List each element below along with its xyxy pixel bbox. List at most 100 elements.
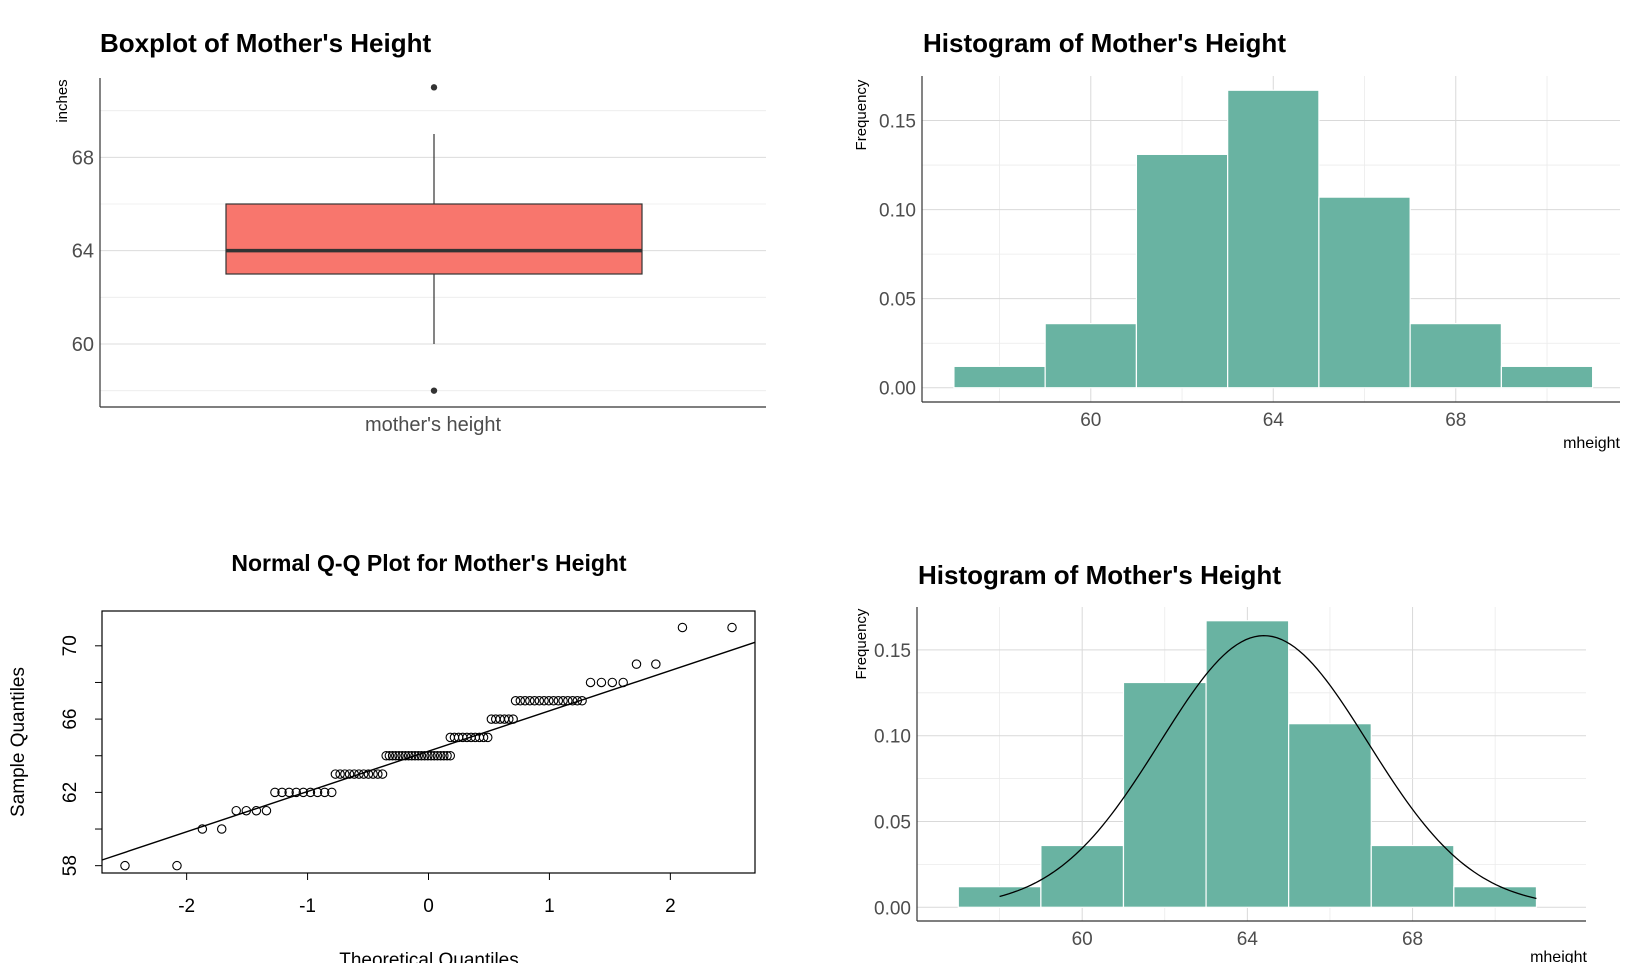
histogram-bottom-x-tick-label: 68 xyxy=(1402,929,1423,950)
qq-point xyxy=(391,750,401,761)
qq-point xyxy=(577,696,587,706)
qq-point xyxy=(607,677,618,688)
boxplot-y-tick-label: 64 xyxy=(72,241,94,263)
qq-point xyxy=(553,696,564,706)
qq-y-tick-label: 62 xyxy=(60,782,81,803)
qq-point xyxy=(312,787,323,798)
qq-point xyxy=(445,750,456,761)
qq-point xyxy=(319,787,330,798)
qq-point xyxy=(478,732,489,743)
qq-point xyxy=(344,769,355,779)
qq-y-tick-label: 58 xyxy=(60,855,81,876)
qq-point xyxy=(548,696,559,706)
qq-point xyxy=(284,787,294,798)
histogram-bottom-title: Histogram of Mother's Height xyxy=(918,560,1281,590)
histogram-bottom-x-tick-label: 64 xyxy=(1237,929,1259,950)
histogram-bottom-bar xyxy=(1122,681,1207,908)
qq-point xyxy=(231,805,241,816)
qq-point xyxy=(251,805,262,816)
qq-point xyxy=(277,787,287,798)
qq-y-tick-label: 70 xyxy=(60,635,81,656)
histogram-bottom-density-curve xyxy=(999,634,1537,900)
boxplot-y-tick-label: 60 xyxy=(72,334,94,356)
qq-point xyxy=(504,714,514,724)
qq-point xyxy=(631,659,642,669)
histogram-bottom-bar xyxy=(1370,844,1455,908)
histogram-top-y-tick-label: 0.00 xyxy=(879,379,916,400)
qq-point xyxy=(381,750,391,761)
qq-x-tick-label: -2 xyxy=(178,896,195,917)
qq-point xyxy=(387,750,398,761)
histogram-top-y-tick-label: 0.10 xyxy=(879,201,916,222)
qq-point xyxy=(216,824,227,834)
qq-point xyxy=(572,696,583,706)
qq-point xyxy=(363,769,374,779)
qq-point xyxy=(423,750,433,761)
histogram-top-bar xyxy=(1135,153,1229,389)
histogram-top-bar xyxy=(1409,323,1502,389)
qq-x-tick-label: 2 xyxy=(665,896,676,917)
qq-plot-frame xyxy=(101,610,756,874)
qq-point xyxy=(534,696,545,706)
qq-point xyxy=(403,750,414,761)
histogram-top-ticks: 60 64 68 0.00 0.05 0.10 0.15 xyxy=(879,112,1466,431)
qq-point xyxy=(368,769,378,779)
qq-point xyxy=(520,696,530,706)
histogram-top-bar xyxy=(953,365,1046,389)
boxplot-y-tick-label: 68 xyxy=(72,147,94,169)
histogram-top-x-axis-label: mheight xyxy=(1563,435,1620,452)
qq-point xyxy=(483,732,493,743)
qq-point xyxy=(377,769,388,779)
histogram-bottom-y-tick-label: 0.05 xyxy=(874,812,911,833)
boxplot-outlier-point xyxy=(430,84,438,91)
qq-point xyxy=(419,750,430,761)
boxplot-y-axis-label: inches xyxy=(54,79,71,122)
qq-point xyxy=(261,805,272,816)
qq-point xyxy=(439,750,449,761)
qq-point xyxy=(567,696,578,706)
qq-point xyxy=(596,677,607,688)
qq-point xyxy=(397,750,407,761)
qq-points xyxy=(120,622,737,871)
qq-point xyxy=(539,696,549,706)
histogram-top-panel: Histogram of Mother's Height Frequency m… xyxy=(853,28,1621,452)
density-curve-line xyxy=(999,634,1537,900)
histogram-bottom-panel: Histogram of Mother's Height Frequency m… xyxy=(853,560,1588,963)
qq-point xyxy=(305,787,316,798)
qq-point xyxy=(651,659,661,669)
boxplot-panel: Boxplot of Mother's Height inches 60 64 68… xyxy=(54,28,766,436)
qq-point xyxy=(563,696,573,706)
qq-point xyxy=(298,787,309,798)
boxplot-title: Boxplot of Mother's Height xyxy=(100,28,431,58)
qq-point xyxy=(120,860,130,871)
qq-point xyxy=(413,750,423,761)
histogram-top-x-tick-label: 64 xyxy=(1263,410,1285,431)
qq-point xyxy=(410,750,420,761)
qq-point xyxy=(340,769,350,779)
boxplot-marks xyxy=(225,84,643,394)
boxplot-y-ticks: 60 64 68 xyxy=(72,147,94,356)
qq-x-axis-label: Theoretical Quantiles xyxy=(339,950,519,963)
qq-x-tick-label: 0 xyxy=(423,896,434,917)
qq-point xyxy=(384,750,395,761)
qq-point xyxy=(429,750,439,761)
histogram-bottom-bar xyxy=(1453,886,1538,908)
boxplot-x-tick-label: mother's height xyxy=(365,414,502,436)
qq-point xyxy=(435,750,446,761)
boxplot-outlier-point xyxy=(430,387,438,394)
histogram-top-title: Histogram of Mother's Height xyxy=(923,28,1286,58)
histogram-bottom-y-tick-label: 0.00 xyxy=(874,898,911,919)
qq-point xyxy=(330,769,341,779)
histogram-top-bar xyxy=(1044,323,1138,389)
histogram-bottom-y-tick-label: 0.10 xyxy=(874,727,911,748)
qq-point xyxy=(349,769,360,779)
qq-point xyxy=(335,769,345,779)
qq-point xyxy=(544,696,554,706)
qq-point xyxy=(585,677,596,688)
histogram-top-bar xyxy=(1227,89,1320,389)
histogram-bottom-bar xyxy=(1205,620,1290,908)
qq-point xyxy=(727,622,737,633)
qq-point xyxy=(270,787,280,798)
histogram-top-y-tick-label: 0.15 xyxy=(879,112,916,133)
